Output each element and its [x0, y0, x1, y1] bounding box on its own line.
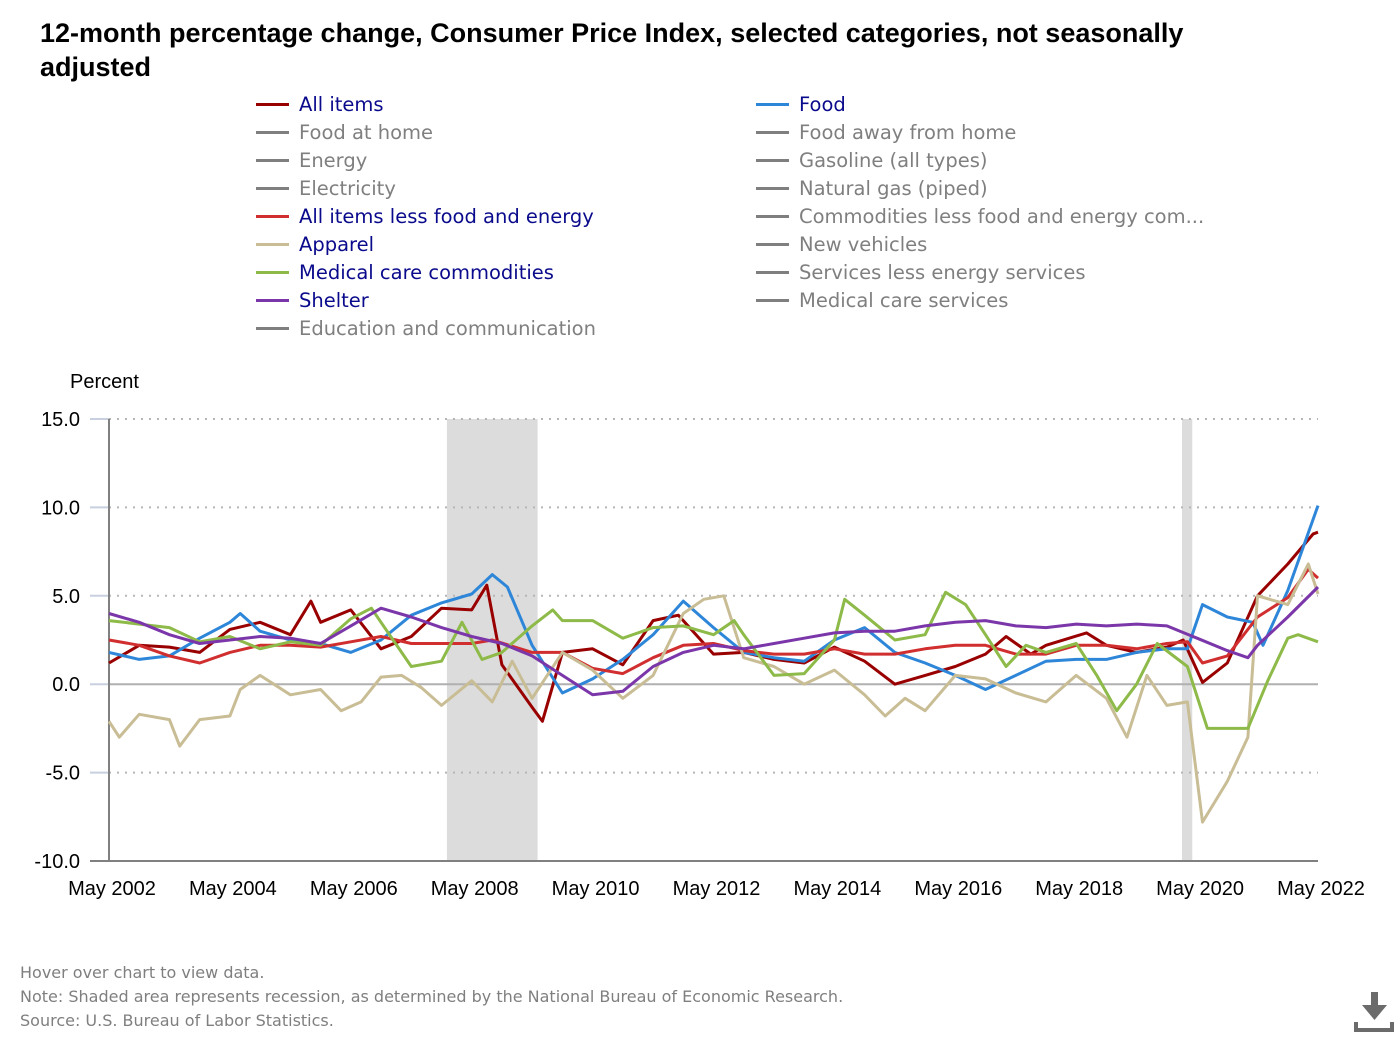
- legend-swatch: [256, 158, 289, 162]
- legend-swatch: [756, 242, 789, 246]
- x-tick-label: May 2002: [68, 878, 156, 900]
- legend-swatch: [756, 102, 789, 106]
- legend-item[interactable]: Electricity: [256, 174, 396, 202]
- legend-label: Natural gas (piped): [799, 176, 988, 200]
- legend-swatch: [256, 186, 289, 190]
- legend-item[interactable]: Natural gas (piped): [756, 174, 988, 202]
- legend-swatch: [256, 130, 289, 134]
- legend-item[interactable]: Shelter: [256, 286, 369, 314]
- x-tick-label: May 2018: [1035, 878, 1123, 900]
- legend-item[interactable]: Energy: [256, 146, 367, 174]
- x-tick-label: May 2022: [1277, 878, 1365, 900]
- y-tick-label: -5.0: [46, 763, 80, 785]
- download-button[interactable]: [1354, 992, 1394, 1032]
- legend-label: New vehicles: [799, 232, 928, 256]
- x-tick-label: May 2016: [914, 878, 1002, 900]
- x-tick-label: May 2014: [793, 878, 881, 900]
- x-tick-label: May 2004: [189, 878, 277, 900]
- legend-label: Commodities less food and energy com...: [799, 204, 1205, 228]
- legend-label: Food at home: [299, 120, 434, 144]
- legend-swatch: [256, 214, 289, 218]
- legend-item[interactable]: New vehicles: [756, 230, 927, 258]
- legend-item[interactable]: Medical care services: [756, 286, 1008, 314]
- series-line-shelter[interactable]: [108, 585, 1320, 697]
- legend-swatch: [756, 298, 789, 302]
- legend-item[interactable]: Food away from home: [756, 118, 1016, 146]
- legend-swatch: [256, 270, 289, 274]
- legend-label: Education and communication: [299, 316, 596, 340]
- series-line-apparel[interactable]: [107, 562, 1320, 824]
- hover-hint: Hover over chart to view data.: [20, 963, 265, 982]
- legend-swatch: [256, 102, 289, 106]
- legend-item[interactable]: Food at home: [256, 118, 433, 146]
- recession-note: Note: Shaded area represents recession, …: [20, 987, 844, 1006]
- source-note: Source: U.S. Bureau of Labor Statistics.: [20, 1011, 334, 1030]
- legend-item[interactable]: Gasoline (all types): [756, 146, 987, 174]
- legend-swatch: [256, 326, 289, 330]
- legend-label: All items: [299, 92, 384, 116]
- y-tick-label: 5.0: [52, 586, 80, 608]
- legend-label: Medical care commodities: [299, 260, 554, 284]
- recession-shade: [1181, 419, 1193, 861]
- chart-title: 12-month percentage change, Consumer Pri…: [40, 18, 1184, 82]
- series-line-medical-care-commodities[interactable]: [108, 590, 1319, 730]
- legend-swatch: [756, 270, 789, 274]
- series-line-food[interactable]: [108, 505, 1320, 695]
- y-tick-label: 0.0: [52, 674, 80, 696]
- legend-label: Medical care services: [799, 288, 1009, 312]
- y-tick-label: -10.0: [34, 851, 80, 873]
- legend-item[interactable]: Education and communication: [256, 314, 596, 342]
- y-tick-label: 15.0: [41, 409, 80, 431]
- legend-item[interactable]: Apparel: [256, 230, 374, 258]
- legend-label: Energy: [299, 148, 368, 172]
- legend-swatch: [756, 130, 789, 134]
- legend-swatch: [756, 214, 789, 218]
- y-tick-label: 10.0: [41, 497, 80, 519]
- legend-item[interactable]: Commodities less food and energy com...: [756, 202, 1204, 230]
- legend-item[interactable]: All items less food and energy: [256, 202, 594, 230]
- y-axis-label: Percent: [70, 371, 139, 393]
- legend-item[interactable]: Services less energy services: [756, 258, 1086, 286]
- legend-swatch: [756, 158, 789, 162]
- legend-label: Electricity: [299, 176, 396, 200]
- x-tick-label: May 2020: [1156, 878, 1244, 900]
- x-tick-label: May 2006: [310, 878, 398, 900]
- legend-label: Apparel: [299, 232, 375, 256]
- download-icon: [1354, 992, 1394, 1032]
- legend-label: Gasoline (all types): [799, 148, 988, 172]
- legend-item[interactable]: Food: [756, 90, 846, 118]
- legend-label: Services less energy services: [799, 260, 1086, 284]
- legend-swatch: [256, 298, 289, 302]
- legend-swatch: [256, 242, 289, 246]
- legend-label: Food away from home: [799, 120, 1017, 144]
- legend-item[interactable]: Medical care commodities: [256, 258, 554, 286]
- series-line-all-items-less-food-and-energy[interactable]: [108, 567, 1320, 676]
- legend-item[interactable]: All items: [256, 90, 384, 118]
- legend-label: Shelter: [299, 288, 369, 312]
- x-tick-label: May 2008: [431, 878, 519, 900]
- x-tick-label: May 2010: [552, 878, 640, 900]
- x-tick-label: May 2012: [673, 878, 761, 900]
- legend-swatch: [756, 186, 789, 190]
- legend-label: Food: [799, 92, 846, 116]
- legend-label: All items less food and energy: [299, 204, 594, 228]
